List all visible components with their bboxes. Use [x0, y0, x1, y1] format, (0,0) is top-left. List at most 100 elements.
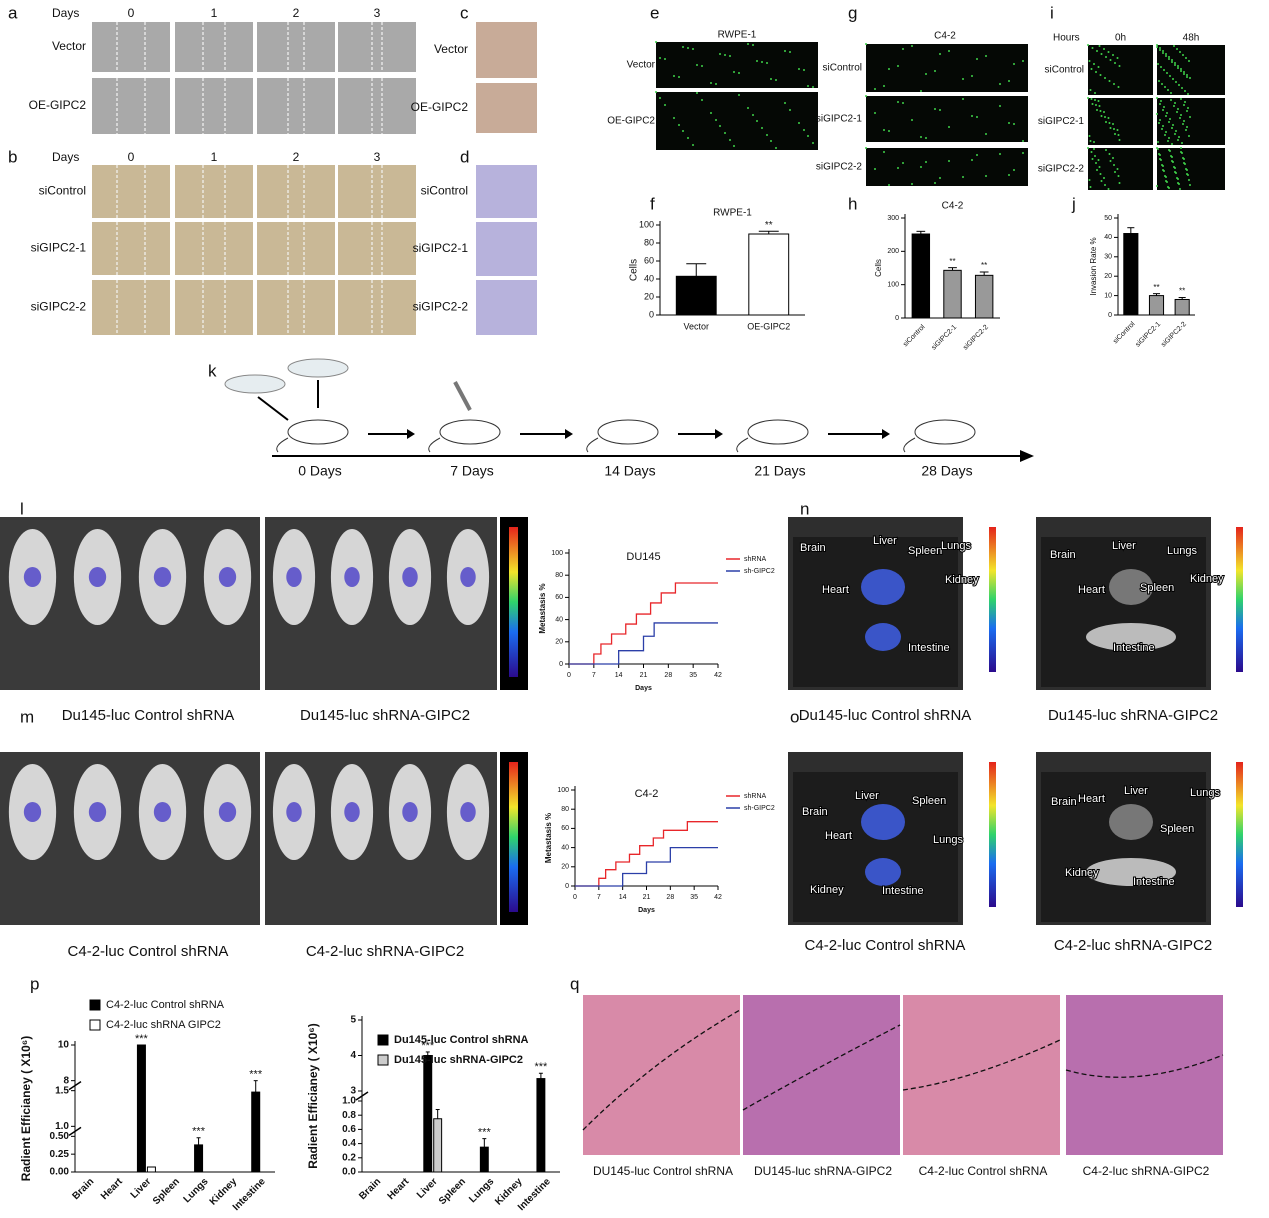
y-tick-label: 1.0: [55, 1121, 69, 1132]
cell-dot: [1095, 104, 1097, 106]
photo: [743, 995, 900, 1155]
photo: [338, 222, 416, 275]
organ-label: Brain: [802, 806, 828, 818]
signal: [23, 567, 42, 587]
cell-dot: [729, 139, 731, 141]
y-tick-label: 100: [551, 550, 563, 557]
cell-dot: [920, 90, 922, 92]
cell-dot: [1186, 74, 1188, 76]
organ-label: Intestine: [1133, 876, 1175, 888]
bar: [194, 1144, 204, 1173]
y-tick-label: 5: [350, 1015, 356, 1026]
signal: [218, 802, 237, 822]
cell-dot: [1165, 55, 1167, 57]
cell-dot: [1186, 169, 1188, 171]
cell-dot: [1103, 111, 1105, 113]
caption: DU145-luc shRNA-GIPC2: [754, 1164, 892, 1178]
arrowhead: [1020, 450, 1034, 462]
cell-dot: [655, 91, 657, 93]
organ-label: Lungs: [1167, 545, 1197, 557]
cell-dot: [678, 76, 680, 78]
cell-dot: [1180, 70, 1182, 72]
cell-dot: [696, 64, 698, 66]
cell-dot: [1186, 110, 1188, 112]
panel-label: h: [848, 194, 857, 213]
cell-dot: [1185, 57, 1187, 59]
row-label: siControl: [1045, 65, 1084, 76]
cell-dot: [673, 75, 675, 77]
cell-dot: [775, 147, 777, 149]
sheet: [793, 772, 958, 922]
timepoint: 28 Days: [921, 463, 972, 479]
sheet: [1041, 772, 1206, 922]
y-tick-label: 60: [644, 255, 654, 265]
cell-dot: [1159, 119, 1161, 121]
legend-label: sh-GIPC2: [744, 805, 775, 812]
y-tick-label: 40: [561, 844, 569, 851]
caption: DU145-luc Control shRNA: [593, 1164, 733, 1178]
cell-dot: [673, 117, 675, 119]
arrowhead: [715, 429, 723, 439]
cell-dot: [1090, 68, 1093, 70]
panel-label: f: [650, 194, 655, 213]
cell-dot: [1089, 186, 1092, 188]
caption: C4-2-luc shRNA-GIPC2: [1083, 1164, 1210, 1178]
cell-dot: [1022, 152, 1024, 154]
cell-dot: [1184, 101, 1186, 103]
x-tick-label: 28: [664, 672, 672, 679]
photo: [583, 995, 740, 1155]
y-tick-label: 100: [639, 219, 654, 229]
chart-title: C4-2: [635, 788, 659, 800]
y-tick-label: 10: [58, 1040, 70, 1051]
cell-dot: [1093, 148, 1095, 150]
cell-dot: [934, 182, 936, 184]
y-tick-label: 50: [1104, 215, 1112, 222]
x-tick-label: Brain: [357, 1176, 383, 1202]
column-label: 1: [211, 6, 218, 20]
cell-dot: [1188, 135, 1190, 137]
cell-dot: [1098, 166, 1101, 168]
significance: **: [765, 220, 773, 231]
photo: [476, 280, 537, 335]
cell-dot: [1090, 98, 1093, 100]
photo: [175, 165, 253, 218]
cell-dot: [1156, 46, 1158, 48]
x-tick-label: 35: [689, 672, 697, 679]
cell-dot: [1113, 83, 1115, 85]
cell-dot: [1177, 139, 1179, 141]
legend-swatch: [377, 1054, 389, 1066]
y-tick-label: 40: [1104, 234, 1112, 241]
cell-dot: [766, 62, 768, 64]
y-axis-label: Radient Efficianey ( X10⁶): [19, 1036, 33, 1182]
cell-dot: [1114, 171, 1116, 173]
cell-dot: [1177, 67, 1179, 69]
cell-dot: [1096, 109, 1098, 111]
cell-dot: [1179, 51, 1181, 53]
cell-dot: [1109, 59, 1112, 61]
x-tick-label: Brain: [70, 1176, 96, 1202]
panel-label: g: [848, 3, 857, 22]
cell-dot: [999, 105, 1001, 107]
cell-dot: [948, 50, 950, 52]
cell-dot: [1099, 110, 1102, 112]
photo: [1088, 45, 1153, 95]
row-label: siGIPC2-2: [31, 300, 87, 314]
cell-dot: [1187, 174, 1189, 176]
cell-dot: [724, 132, 726, 134]
bar: [1123, 233, 1139, 316]
x-tick-label: 0: [567, 672, 571, 679]
y-axis-label: Invasion Rate %: [1089, 237, 1098, 295]
cell-dot: [1108, 153, 1111, 155]
column-header: Days: [52, 150, 79, 164]
y-tick-label: 20: [1104, 273, 1112, 280]
significance: **: [1153, 283, 1159, 292]
cell-dot: [659, 97, 661, 99]
cell-dot: [1169, 118, 1171, 120]
cell-dot: [971, 75, 973, 77]
cell-dot: [1174, 102, 1176, 104]
bar: [423, 1055, 433, 1173]
bar: [146, 1166, 156, 1173]
x-tick-label: Heart: [386, 1176, 412, 1202]
mouse: [914, 419, 976, 445]
signal: [88, 802, 107, 822]
